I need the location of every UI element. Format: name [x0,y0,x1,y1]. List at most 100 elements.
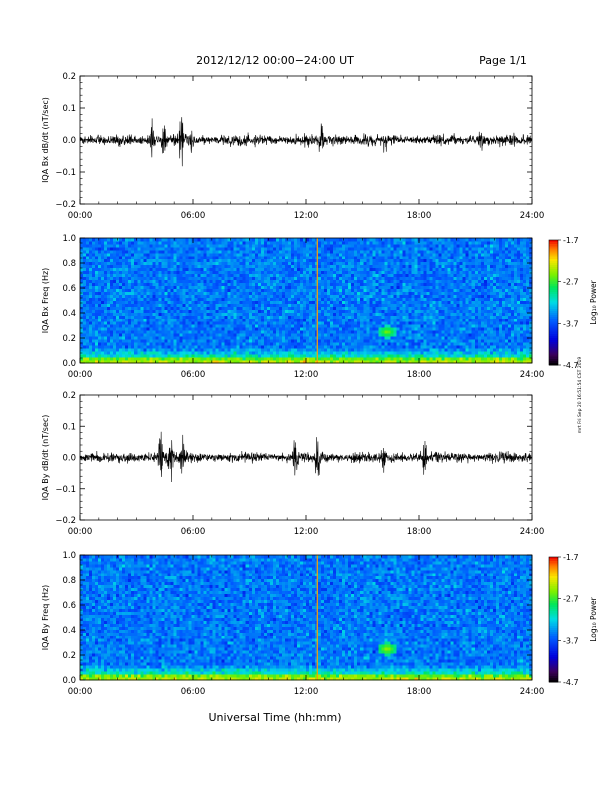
spectrogram-cell [417,270,421,275]
spectrogram-cell [281,255,286,260]
spectrogram-cell [411,336,415,340]
spectrogram-cell [384,264,388,269]
spectrogram-cell [306,318,310,322]
spectrogram-cell [101,249,105,254]
spectrogram-cell [420,243,424,248]
spectrogram-cell [134,291,138,295]
spectrogram-cell [269,357,274,361]
spectrogram-cell [92,354,96,358]
spectrogram-cell [351,351,355,355]
spectrogram-cell [312,330,316,334]
spectrogram-cell [239,315,244,319]
spectrogram-cell [116,294,120,298]
spectrogram-cell [143,255,147,260]
spectrogram-cell [302,291,307,295]
spectrogram-cell [92,270,96,275]
spectrogram-cell [182,258,186,263]
spectrogram-cell [254,258,259,263]
spectrogram-cell [411,267,415,272]
spectrogram-cell [215,306,220,310]
spectrogram-cell [260,238,265,242]
spectrogram-cell [269,282,274,287]
spectrogram-cell [290,258,295,263]
spectrogram-cell [83,270,87,275]
y-tick-label: 0.1 [62,104,76,114]
spectrogram-cell [107,324,111,328]
spectrogram-cell [302,336,307,340]
spectrogram-cell [257,318,262,322]
spectrogram-cell [251,318,256,322]
spectrogram-cell [321,249,325,254]
spectrogram-cell [155,345,159,349]
spectrogram-cell [390,342,394,346]
spectrogram-cell [110,300,114,304]
spectrogram-cell [185,327,189,331]
spectrogram-cell [140,333,144,337]
series-trace [79,117,533,167]
spectrogram-cell [215,360,220,364]
spectrogram-cell [89,315,93,319]
spectrogram-cell [354,321,358,325]
spectrogram-cell [351,261,355,266]
spectrogram-cell [333,270,337,275]
spectrogram-cell [372,330,376,334]
spectrogram-cell [296,258,301,263]
spectrogram-cell [324,315,328,319]
spectrogram-cell [312,255,316,260]
spectrogram-cell [390,279,394,284]
spectrogram-cell [342,333,346,337]
spectrogram-cell [254,312,259,316]
spectrogram-cell [179,318,183,322]
spectrogram-cell [233,282,238,287]
spectrogram-cell [143,318,147,322]
spectrogram-cell [146,318,150,322]
spectrogram-cell [110,318,114,322]
spectrogram-cell [113,345,117,349]
spectrogram-cell [143,243,147,248]
spectrogram-cell [263,354,268,358]
spectrogram-cell [215,348,220,352]
spectrogram-cell [327,327,331,331]
spectrogram-cell [354,333,358,337]
spectrogram-cell [345,306,349,310]
spectrogram-cell [185,267,189,272]
spectrogram-cell [287,357,292,361]
spectrogram-cell [411,246,415,251]
spectrogram-cell [242,279,247,284]
spectrogram-cell [188,276,192,281]
spectrogram-cell [327,330,331,334]
spectrogram-cell [170,357,174,361]
spectrogram-cell [327,321,331,325]
spectrogram-cell [372,276,376,281]
spectrogram-cell [182,336,186,340]
spectrogram-cell [170,306,174,310]
spectrogram-cell [263,345,268,349]
spectrogram-cell [405,264,409,269]
spectrogram-cell [296,306,301,310]
spectrogram-cell [342,246,346,251]
spectrogram-cell [330,288,334,292]
spectrogram-cell [278,345,283,349]
spectrogram-cell [423,327,427,331]
spectrogram-cell [158,291,162,295]
spectrogram-cell [215,342,220,346]
spectrogram-cell [80,294,84,298]
spectrogram-cell [245,345,250,349]
spectrogram-cell [333,285,337,289]
spectrogram-cell [369,238,373,242]
spectrogram-cell [125,351,129,355]
spectrogram-cell [257,330,262,334]
spectrogram-cell [269,252,274,257]
spectrogram-cell [155,336,159,340]
spectrogram-cell [212,342,216,346]
spectrogram-cell [221,348,226,352]
spectrogram-cell [318,342,322,346]
spectrogram-cell [408,258,412,263]
spectrogram-cell [366,238,370,242]
spectrogram-cell [293,342,298,346]
spectrogram-cell [122,291,126,295]
spectrogram-cell [293,330,298,334]
spectrogram-cell [83,348,87,352]
spectrogram-cell [378,348,382,352]
spectrogram-cell [143,288,147,292]
